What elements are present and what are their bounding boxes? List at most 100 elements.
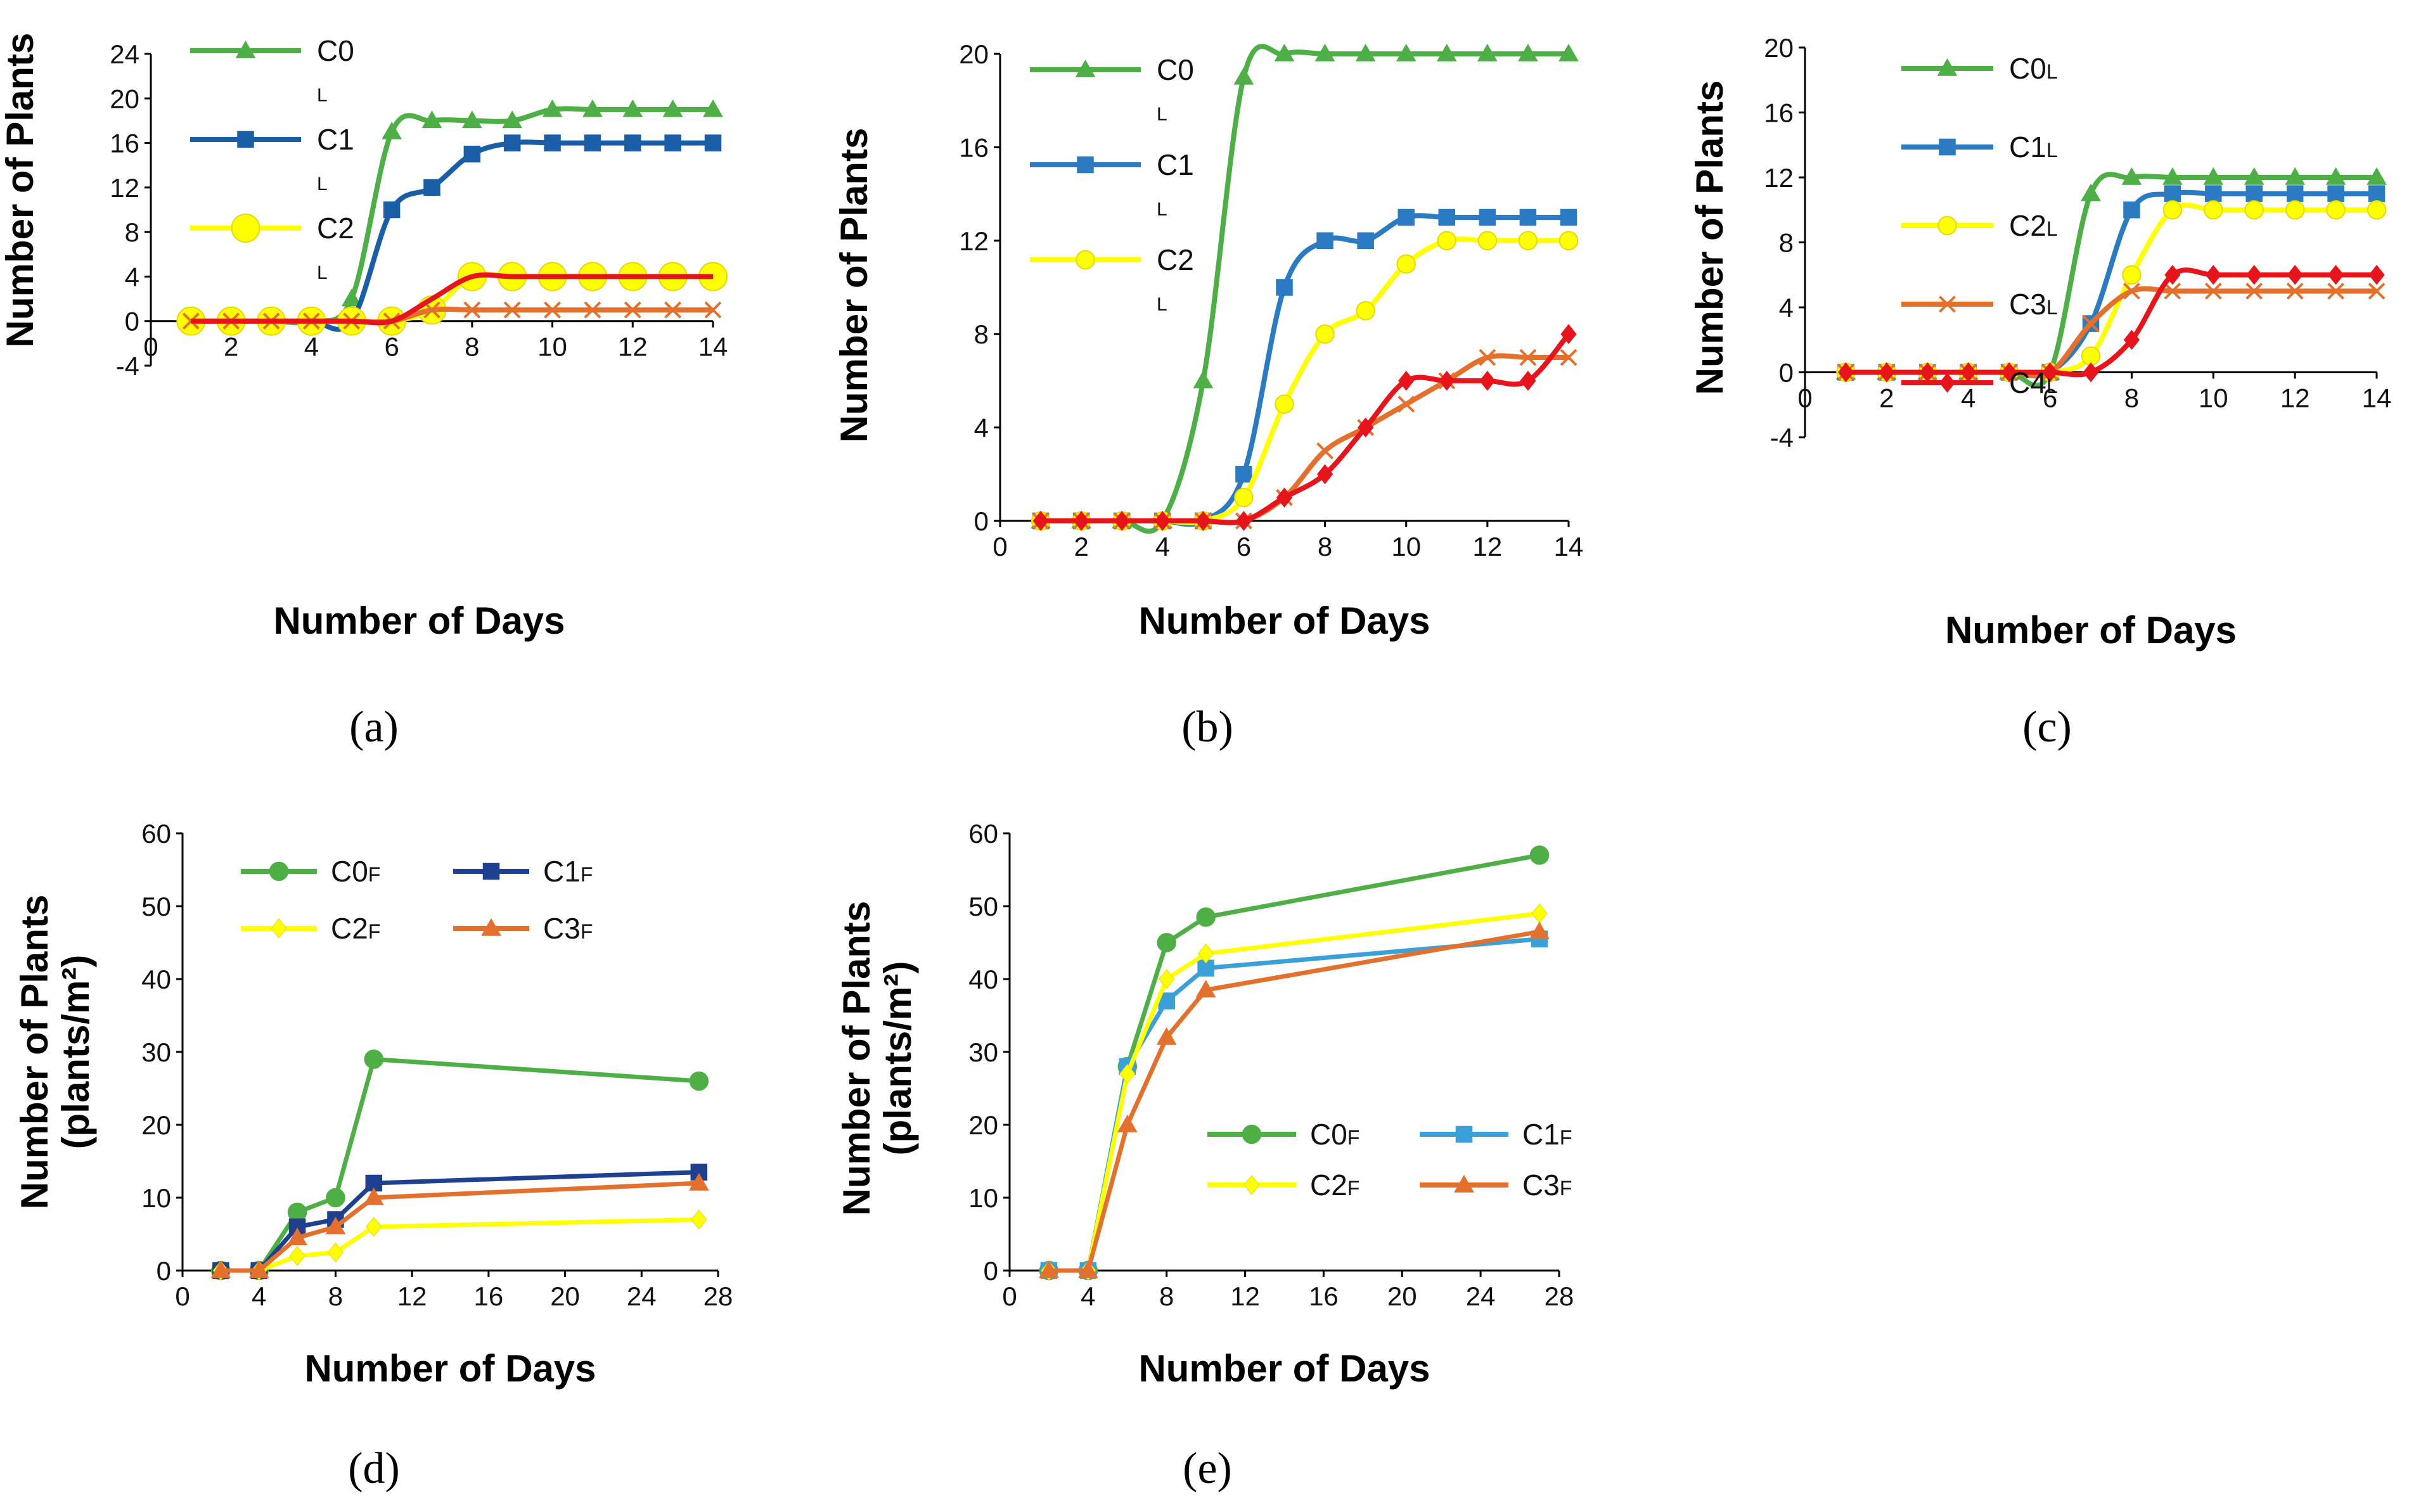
legend-sub-label: F — [368, 920, 381, 943]
x-tick-label: 28 — [703, 1281, 733, 1311]
x-axis-title: Number of Days — [1945, 609, 2237, 651]
y-tick-label: 20 — [1764, 33, 1794, 63]
y-tick-label: 20 — [968, 1110, 998, 1140]
data-point — [1357, 232, 1374, 250]
data-point — [582, 99, 603, 117]
legend: C0L C1L C2L C3L C4L — [1901, 52, 2058, 399]
series-C4 — [1032, 324, 1577, 531]
legend-sub-label: F — [1347, 1126, 1360, 1149]
data-point — [289, 1246, 305, 1266]
data-point — [1879, 362, 1895, 383]
data-point — [326, 1188, 345, 1208]
y-tick-label: 0 — [974, 506, 989, 536]
legend-item-C2: C2F — [1207, 1169, 1359, 1201]
data-point — [624, 134, 641, 151]
x-tick-label: 8 — [328, 1281, 343, 1311]
data-point — [1274, 43, 1295, 61]
data-point — [1560, 208, 1577, 226]
y-tick-label: 30 — [141, 1037, 171, 1067]
legend-item-C3: C3F — [453, 912, 593, 945]
data-point — [1195, 980, 1216, 997]
data-point — [1479, 208, 1496, 226]
x-tick-label: 4 — [1961, 383, 1975, 413]
legend-sub-label: F — [368, 863, 381, 886]
x-axis-title: Number of Days — [1138, 599, 1430, 642]
x-tick-label: 20 — [550, 1281, 580, 1311]
data-point — [542, 99, 563, 117]
legend-item-C1: C1 L — [1030, 148, 1194, 220]
data-point — [1477, 43, 1498, 61]
x-tick-label: 20 — [1387, 1281, 1417, 1311]
data-point — [1479, 349, 1496, 366]
data-point — [2245, 282, 2263, 300]
data-point — [664, 134, 681, 151]
series-C1 — [183, 134, 722, 332]
x-tick-label: 14 — [1554, 532, 1584, 561]
data-point — [325, 1216, 346, 1234]
data-point — [1529, 845, 1550, 865]
data-point — [2205, 264, 2221, 285]
legend-item-C2: C2 L — [190, 212, 354, 283]
data-point — [2367, 167, 2387, 185]
legend-label: C3L — [2009, 288, 2058, 321]
data-point — [2121, 167, 2142, 185]
y-axis-title-units: (plants/m²) — [55, 955, 97, 1150]
data-point — [1397, 208, 1415, 226]
legend-item-C0: C0 L — [190, 34, 354, 106]
data-point — [2041, 362, 2059, 383]
y-tick-label: -4 — [116, 351, 139, 381]
data-point — [1196, 907, 1216, 927]
data-point — [1198, 943, 1214, 964]
series-line — [191, 272, 713, 326]
data-point — [2244, 167, 2264, 185]
data-point — [1358, 417, 1374, 438]
data-point — [2122, 265, 2142, 285]
legend-marker — [481, 918, 501, 936]
legend-sub-label: L — [2046, 139, 2058, 162]
y-tick-label: 0 — [1779, 358, 1794, 388]
x-tick-label: 0 — [1797, 383, 1812, 413]
data-point — [2367, 200, 2387, 220]
y-tick-label: 40 — [968, 964, 998, 994]
data-point — [1520, 371, 1536, 391]
legend-marker — [271, 918, 287, 939]
series-C3 — [1837, 282, 2386, 381]
x-tick-label: 0 — [143, 332, 158, 362]
data-point — [1276, 487, 1293, 508]
x-tick-label: 10 — [1391, 532, 1421, 561]
data-point — [1356, 301, 1375, 321]
legend-item-C3: C3L — [1901, 288, 2058, 321]
data-point — [1479, 371, 1496, 391]
data-point — [1398, 371, 1415, 391]
data-point — [2244, 200, 2264, 220]
data-point — [2204, 200, 2223, 220]
x-tick-label: 2 — [1074, 532, 1088, 561]
series-line — [1846, 189, 2377, 379]
legend-item-C1: C1F — [1420, 1118, 1572, 1151]
legend-item-C3: C3F — [1420, 1169, 1572, 1201]
data-point — [1114, 511, 1130, 531]
data-point — [1159, 969, 1175, 989]
x-tick-label: 4 — [1155, 532, 1170, 561]
data-point — [2286, 185, 2304, 202]
legend-marker — [1937, 58, 1958, 76]
legend-marker — [1454, 1174, 1474, 1193]
data-point — [2325, 167, 2346, 185]
legend-marker — [1075, 59, 1096, 77]
x-tick-label: 4 — [252, 1281, 266, 1311]
data-point — [1233, 67, 1254, 85]
data-point — [1235, 511, 1252, 531]
data-point — [364, 1049, 384, 1069]
legend-label: C1F — [543, 855, 593, 888]
data-point — [421, 110, 442, 129]
legend-label: C0F — [1310, 1118, 1359, 1151]
data-point — [2245, 185, 2263, 202]
y-tick-label: 16 — [1764, 98, 1794, 128]
legend-label: C1 — [1157, 148, 1194, 181]
legend-label: C2 — [1157, 243, 1194, 276]
legend-label: C3F — [1522, 1169, 1572, 1201]
data-point — [327, 1242, 344, 1263]
legend-item-C0: C0F — [241, 855, 380, 888]
x-tick-label: 12 — [397, 1281, 427, 1311]
